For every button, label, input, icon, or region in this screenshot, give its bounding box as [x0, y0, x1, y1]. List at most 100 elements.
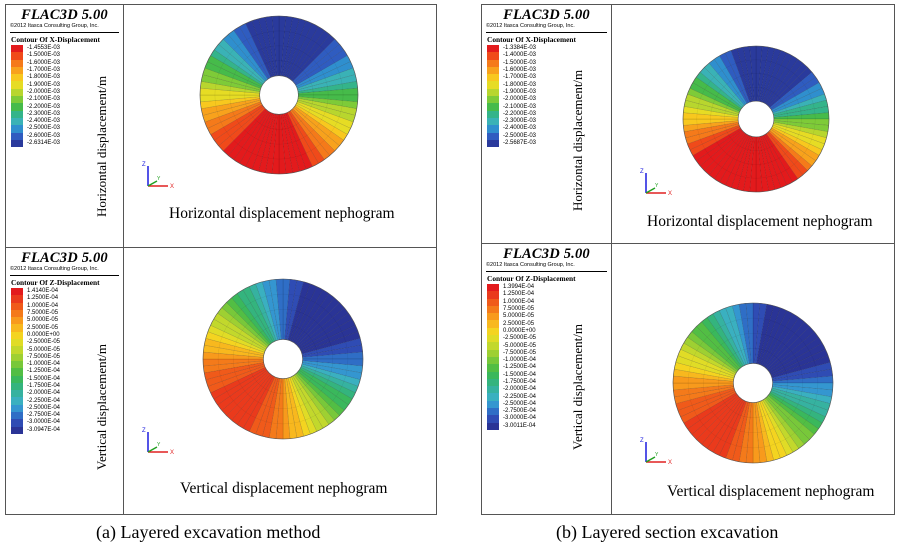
plot-caption: Horizontal displacement nephogram	[169, 205, 395, 222]
legend-value: -2.2500E-04	[27, 397, 61, 404]
contour-disc	[202, 278, 364, 440]
legend-swatch	[11, 132, 23, 140]
legend-value: -2.5000E-04	[27, 404, 61, 411]
legend-item: 0.0000E+00	[11, 331, 123, 340]
legend-item: -2.5000E-03	[487, 132, 611, 140]
legend-item: -1.6000E-03	[487, 66, 611, 75]
legend-value: -1.0000E-04	[27, 361, 61, 368]
legend-item: -3.0947E-04	[11, 426, 123, 434]
legend-value: 7.5000E-05	[27, 310, 59, 317]
legend-swatch	[11, 110, 23, 118]
legend-swatch	[487, 88, 499, 97]
legend-value: -2.7500E-04	[503, 408, 537, 415]
legend-swatch	[487, 393, 499, 401]
legend-swatch	[11, 103, 23, 111]
legend-value: -2.5000E-05	[503, 335, 537, 342]
legend-value: 1.3994E-04	[503, 284, 535, 291]
legend-value: -1.8000E-03	[503, 81, 537, 88]
coordinate-axes-icon: Z X Y	[640, 169, 672, 197]
legend-swatch	[11, 309, 23, 318]
legend-item: -1.8000E-03	[487, 81, 611, 89]
legend-value: -1.4553E-03	[27, 45, 61, 52]
legend-value: -3.0000E-04	[27, 419, 61, 426]
copyright-text: ©2012 Itasca Consulting Group, Inc.	[486, 262, 575, 268]
contour-title: Contour Of Z-Displacement	[11, 278, 100, 287]
legend-value: -2.4000E-03	[27, 118, 61, 125]
legend-value: -1.4000E-03	[503, 52, 537, 59]
legend-item: -2.5687E-03	[487, 139, 611, 148]
legend-item: -1.2500E-04	[11, 368, 123, 376]
legend-value: 1.2500E-04	[503, 291, 535, 298]
legend-swatch	[487, 386, 499, 394]
legend-swatch	[487, 110, 499, 118]
legend-item: -1.0000E-04	[487, 356, 611, 365]
legend-value: -1.5000E-04	[27, 375, 61, 382]
legend-item: -1.5000E-03	[11, 52, 123, 60]
contour-disc	[199, 15, 359, 175]
legend-item: -1.4553E-03	[11, 45, 123, 53]
y-axis-label: Vertical displacement/m	[570, 324, 585, 450]
legend-swatch	[11, 88, 23, 97]
legend-swatch	[487, 349, 499, 357]
legend-value: -5.0000E-05	[503, 342, 537, 349]
legend-value: -5.0000E-05	[27, 346, 61, 353]
plot-area: Horizontal displacement/m Z X Y Horizontal…	[94, 5, 436, 247]
legend-value: -1.7000E-03	[503, 74, 537, 81]
legend-item: -2.3000E-03	[11, 110, 123, 118]
legend-swatch	[487, 356, 499, 365]
legend-swatch	[11, 52, 23, 60]
plot-area: Horizontal displacement/m Z X Y Horizontal…	[570, 5, 894, 243]
legend-divider	[10, 32, 119, 33]
copyright-text: ©2012 Itasca Consulting Group, Inc.	[486, 23, 575, 29]
legend-value: -1.0000E-04	[503, 357, 537, 364]
legend-item: -2.5000E-04	[11, 404, 123, 413]
legend-item: 1.0000E-04	[11, 302, 123, 310]
legend-value: -1.8000E-03	[27, 74, 61, 81]
legend-b-vertical: FLAC3D 5.00 ©2012 Itasca Consulting Grou…	[482, 244, 612, 514]
plot-area: Vertical displacement/m Z X Y Vertical dis…	[94, 248, 436, 514]
coordinate-axes-icon: Z X Y	[142, 428, 174, 456]
legend-item: -2.7500E-04	[11, 412, 123, 420]
legend-swatch	[11, 125, 23, 133]
legend-swatch	[487, 400, 499, 409]
legend-value: -2.5687E-03	[503, 140, 537, 146]
software-title: FLAC3D 5.00	[503, 246, 590, 262]
legend-item: 5.0000E-05	[487, 313, 611, 321]
legend-value: -1.6000E-03	[503, 67, 537, 74]
legend-swatch	[11, 360, 23, 369]
legend-value: 7.5000E-05	[503, 306, 535, 313]
legend-value: -1.9000E-03	[503, 88, 537, 95]
legend-value: 1.0000E-04	[27, 302, 59, 309]
legend-item: -1.3384E-03	[487, 45, 611, 53]
legend-swatch	[11, 353, 23, 361]
legend-swatch	[487, 66, 499, 75]
legend-item: -3.0000E-04	[11, 419, 123, 427]
legend-a-horizontal: FLAC3D 5.00 ©2012 Itasca Consulting Grou…	[6, 5, 124, 247]
legend-item: -1.5000E-03	[487, 59, 611, 67]
legend-item: -1.6000E-03	[11, 59, 123, 67]
legend-swatch	[11, 375, 23, 383]
legend-item: 7.5000E-05	[487, 305, 611, 314]
legend-swatch	[487, 298, 499, 306]
copyright-text: ©2012 Itasca Consulting Group, Inc.	[10, 266, 99, 272]
legend-swatch	[487, 415, 499, 423]
legend-value: -1.7500E-04	[503, 379, 537, 385]
legend-value: -2.0000E-03	[503, 96, 537, 103]
legend-value: 1.0000E-04	[503, 298, 535, 305]
panel-b-vertical: FLAC3D 5.00 ©2012 Itasca Consulting Grou…	[482, 244, 894, 514]
legend-item: -1.7500E-04	[11, 382, 123, 391]
plot-caption: Horizontal displacement nephogram	[647, 213, 873, 230]
legend-item: -2.1000E-03	[11, 96, 123, 104]
legend-value: -1.3384E-03	[503, 45, 537, 52]
legend-value: -1.5000E-04	[503, 371, 537, 378]
legend-value: -2.2000E-03	[503, 110, 537, 117]
axis-y-label: Y	[157, 176, 161, 182]
legend-swatch	[11, 288, 23, 296]
y-axis-label: Horizontal displacement/m	[94, 75, 109, 217]
legend-swatch	[487, 327, 499, 336]
contour-title: Contour Of Z-Displacement	[487, 274, 576, 283]
legend-swatch	[11, 419, 23, 427]
legend-item: -2.3000E-03	[487, 117, 611, 126]
legend-swatch	[11, 404, 23, 413]
legend-item: 1.3994E-04	[487, 284, 611, 292]
